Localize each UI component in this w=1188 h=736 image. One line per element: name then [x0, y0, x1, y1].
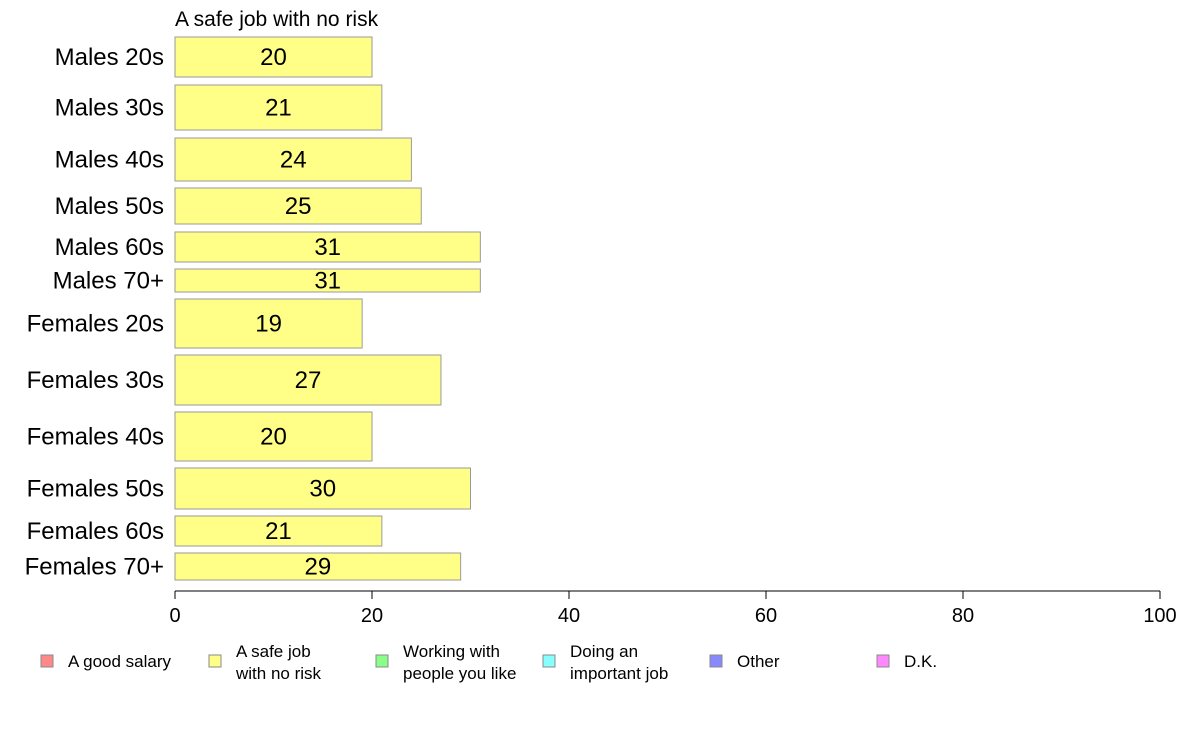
x-tick-label: 100 — [1143, 605, 1176, 627]
data-label: 25 — [285, 193, 312, 220]
category-label: Males 60s — [55, 234, 164, 261]
legend-label: important job — [570, 664, 668, 683]
chart-title: A safe job with no risk — [175, 8, 379, 31]
x-tick-label: 0 — [169, 605, 180, 627]
data-label: 27 — [295, 367, 322, 394]
category-label: Females 50s — [27, 476, 164, 503]
legend-swatch — [208, 654, 222, 668]
data-label: 30 — [309, 476, 336, 503]
legend-label: A safe job — [236, 642, 311, 661]
data-label: 21 — [265, 95, 292, 122]
legend-label: A good salary — [68, 652, 172, 671]
bar — [174, 515, 383, 547]
data-label: 21 — [265, 518, 292, 545]
category-label: Males 20s — [55, 44, 164, 71]
legend-swatch — [709, 654, 723, 668]
category-label: Males 40s — [55, 147, 164, 174]
bar — [174, 268, 481, 293]
category-label: Males 50s — [55, 193, 164, 220]
bar — [174, 411, 373, 462]
legend: A good salary A safe job with no risk Worki… — [40, 642, 937, 683]
legend-item: D.K. — [876, 652, 937, 671]
legend-swatch — [876, 654, 890, 668]
bar — [174, 187, 422, 225]
legend-item: A safe job with no risk — [208, 642, 322, 683]
bar — [174, 84, 383, 131]
category-label: Females 60s — [27, 518, 164, 545]
legend-label: Other — [737, 652, 780, 671]
bar — [174, 467, 471, 510]
bar — [174, 137, 412, 182]
data-label: 24 — [280, 147, 307, 174]
x-tick-label: 20 — [361, 605, 383, 627]
x-tick-label: 80 — [952, 605, 974, 627]
legend-label: people you like — [403, 664, 516, 683]
legend-label: Doing an — [570, 642, 638, 661]
legend-label: Working with — [403, 642, 500, 661]
data-label: 31 — [314, 268, 341, 295]
legend-item: A good salary — [40, 652, 172, 671]
bars-group: Males 20s 20 Males 30s 21 Males 40s 24 Males 5… — [25, 36, 481, 581]
legend-swatch — [40, 654, 54, 668]
x-tick-label: 40 — [558, 605, 580, 627]
category-label: Females 20s — [27, 311, 164, 338]
data-label: 20 — [260, 44, 287, 71]
legend-label: D.K. — [904, 652, 937, 671]
category-label: Females 30s — [27, 367, 164, 394]
data-label: 19 — [255, 311, 282, 338]
legend-swatch — [542, 654, 556, 668]
category-label: Males 70+ — [53, 268, 164, 295]
bar — [174, 36, 373, 78]
category-label: Females 70+ — [25, 554, 164, 581]
data-label: 31 — [314, 234, 341, 261]
data-label: 20 — [260, 424, 287, 451]
legend-label: with no risk — [235, 664, 322, 683]
legend-item: Working with people you like — [375, 642, 516, 683]
bar — [174, 552, 462, 581]
data-label: 29 — [304, 554, 331, 581]
x-axis: 0 20 40 60 80 100 — [169, 590, 1177, 627]
legend-item: Other — [709, 652, 780, 671]
legend-item: Doing an important job — [542, 642, 668, 683]
bar — [174, 231, 481, 263]
bar — [174, 354, 442, 406]
x-tick-label: 60 — [755, 605, 777, 627]
bar — [174, 298, 363, 349]
legend-swatch — [375, 654, 389, 668]
category-label: Males 30s — [55, 95, 164, 122]
category-label: Females 40s — [27, 424, 164, 451]
